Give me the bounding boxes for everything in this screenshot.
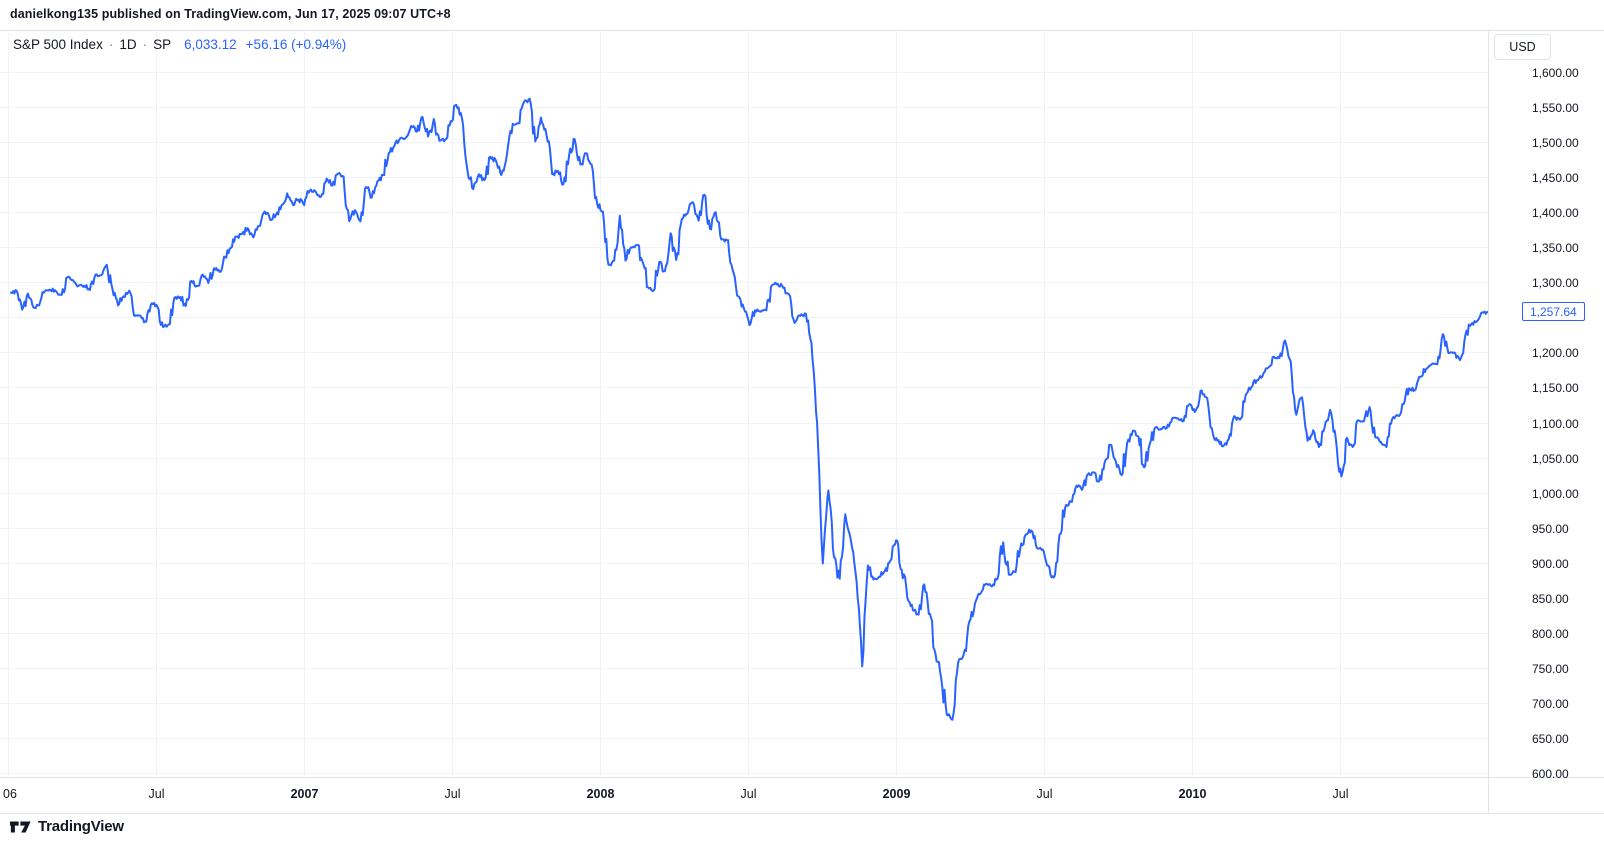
time-axis-label: 2009 (882, 787, 911, 801)
legend-exchange: SP (153, 37, 172, 52)
price-axis-label: 650.00 (1532, 731, 1569, 746)
tradingview-logo-icon (10, 821, 31, 832)
attribution-text: danielkong135 published on TradingView.c… (10, 7, 451, 21)
tradingview-logo[interactable]: TradingView (10, 818, 124, 835)
price-axis-label: 1,150.00 (1532, 380, 1579, 395)
separator-dot: · (142, 37, 148, 52)
price-axis-label: 1,400.00 (1532, 205, 1579, 220)
time-axis-label: Jul (148, 787, 165, 801)
price-axis-label: 950.00 (1532, 521, 1569, 536)
separator-dot: · (108, 37, 114, 52)
last-price-badge: 1,257.64 (1522, 302, 1585, 322)
price-axis-label: 900.00 (1532, 556, 1569, 571)
price-axis-label: 750.00 (1532, 661, 1569, 676)
price-line (10, 97, 1488, 721)
price-axis-label: 1,600.00 (1532, 65, 1579, 80)
time-axis-label: 2008 (586, 787, 615, 801)
pane-border-top (0, 30, 1604, 31)
price-axis-label: 1,500.00 (1532, 135, 1579, 150)
time-axis-label: 2007 (290, 787, 319, 801)
price-axis-label: 1,300.00 (1532, 275, 1579, 290)
time-axis-label: Jul (444, 787, 461, 801)
tradingview-logo-text: TradingView (38, 818, 124, 835)
price-axis-label: 1,350.00 (1532, 240, 1579, 255)
price-axis-label: 1,200.00 (1532, 345, 1579, 360)
price-axis-label: 1,450.00 (1532, 170, 1579, 185)
price-axis-label: 700.00 (1532, 696, 1569, 711)
legend: S&P 500 Index · 1D · SP 6,033.12 +56.16 … (13, 37, 346, 52)
legend-symbol-name: S&P 500 Index (13, 37, 103, 52)
time-axis-label: Jul (740, 787, 757, 801)
price-axis-label: 1,550.00 (1532, 100, 1579, 115)
price-axis-separator (1488, 30, 1489, 813)
legend-change: +56.16 (+0.94%) (245, 37, 347, 52)
price-axis-label: 850.00 (1532, 591, 1569, 606)
legend-interval: 1D (119, 37, 137, 52)
time-axis-label: Jul (1332, 787, 1349, 801)
price-axis-label: 1,000.00 (1532, 486, 1579, 501)
gridlines (0, 31, 1488, 777)
price-axis-label: 1,050.00 (1532, 451, 1579, 466)
price-axis-label: 800.00 (1532, 626, 1569, 641)
price-axis-label: 600.00 (1532, 766, 1569, 781)
time-axis-label: Jul (1036, 787, 1053, 801)
chart-bottom-border (0, 813, 1604, 814)
legend-price: 6,033.12 (184, 37, 237, 52)
currency-usd-button[interactable]: USD (1494, 34, 1551, 60)
price-axis-label: 1,100.00 (1532, 416, 1579, 431)
time-axis-separator (0, 777, 1604, 778)
time-axis-label: 2010 (1178, 787, 1207, 801)
time-axis-label: 06 (3, 787, 17, 801)
